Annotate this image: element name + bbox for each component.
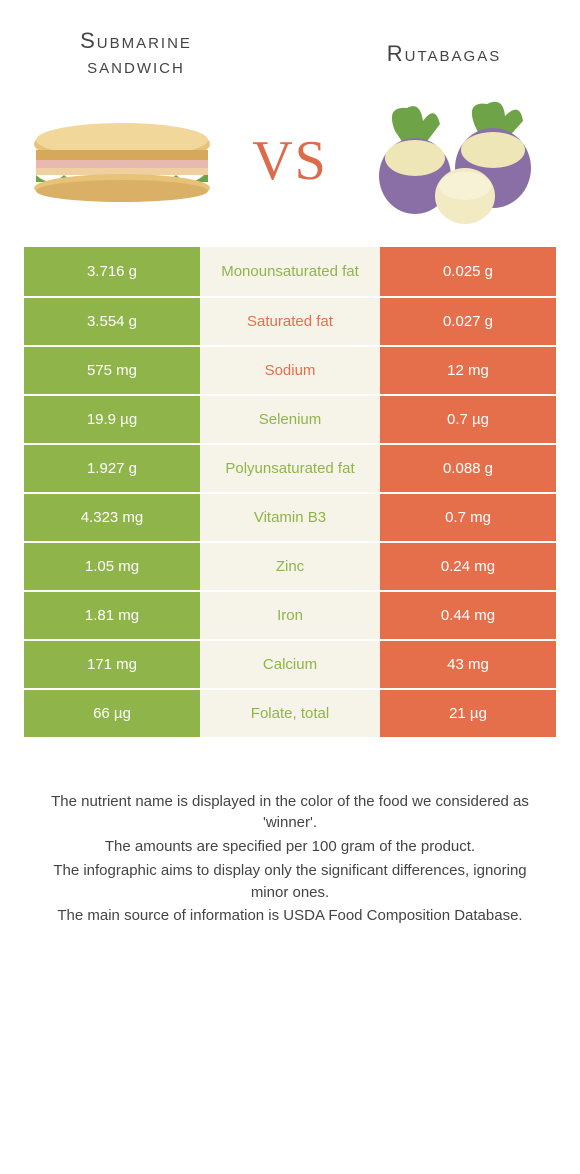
vs-label: VS (252, 129, 328, 193)
left-value: 3.554 g (24, 298, 200, 345)
table-row: 575 mgSodium12 mg (24, 345, 556, 394)
right-value: 21 µg (380, 690, 556, 737)
nutrient-label: Iron (200, 592, 380, 639)
table-row: 3.716 gMonounsaturated fat0.025 g (24, 247, 556, 296)
table-row: 19.9 µgSelenium0.7 µg (24, 394, 556, 443)
nutrient-label: Calcium (200, 641, 380, 688)
table-row: 66 µgFolate, total21 µg (24, 688, 556, 737)
right-value: 0.24 mg (380, 543, 556, 590)
left-value: 1.81 mg (24, 592, 200, 639)
comparison-infographic: Submarine sandwich Rutabagas VS (0, 0, 580, 927)
right-value: 0.7 µg (380, 396, 556, 443)
table-row: 3.554 gSaturated fat0.027 g (24, 296, 556, 345)
left-value: 4.323 mg (24, 494, 200, 541)
right-value: 0.088 g (380, 445, 556, 492)
header: Submarine sandwich Rutabagas (24, 28, 556, 87)
table-row: 4.323 mgVitamin B30.7 mg (24, 492, 556, 541)
left-value: 1.927 g (24, 445, 200, 492)
right-value: 12 mg (380, 347, 556, 394)
nutrient-label: Zinc (200, 543, 380, 590)
nutrient-label: Monounsaturated fat (200, 247, 380, 296)
nutrient-label: Vitamin B3 (200, 494, 380, 541)
image-row: VS (24, 87, 556, 247)
right-value: 0.7 mg (380, 494, 556, 541)
footnote-line: The nutrient name is displayed in the co… (34, 791, 546, 835)
left-value: 3.716 g (24, 247, 200, 296)
nutrient-label: Folate, total (200, 690, 380, 737)
footnote-line: The amounts are specified per 100 gram o… (34, 836, 546, 858)
footnote-line: The main source of information is USDA F… (34, 905, 546, 927)
right-value: 43 mg (380, 641, 556, 688)
left-value: 575 mg (24, 347, 200, 394)
left-value: 1.05 mg (24, 543, 200, 590)
nutrient-label: Sodium (200, 347, 380, 394)
nutrient-label: Saturated fat (200, 298, 380, 345)
comparison-table: 3.716 gMonounsaturated fat0.025 g3.554 g… (24, 247, 556, 737)
left-food-image (30, 101, 215, 221)
left-value: 19.9 µg (24, 396, 200, 443)
footnotes: The nutrient name is displayed in the co… (24, 791, 556, 928)
nutrient-label: Selenium (200, 396, 380, 443)
table-row: 1.05 mgZinc0.24 mg (24, 541, 556, 590)
right-food-title: Rutabagas (344, 41, 544, 66)
right-value: 0.027 g (380, 298, 556, 345)
footnote-line: The infographic aims to display only the… (34, 860, 546, 904)
left-value: 66 µg (24, 690, 200, 737)
table-row: 171 mgCalcium43 mg (24, 639, 556, 688)
table-row: 1.81 mgIron0.44 mg (24, 590, 556, 639)
nutrient-label: Polyunsaturated fat (200, 445, 380, 492)
right-food-image (365, 101, 550, 221)
table-row: 1.927 gPolyunsaturated fat0.088 g (24, 443, 556, 492)
right-value: 0.44 mg (380, 592, 556, 639)
left-food-title: Submarine sandwich (36, 28, 236, 79)
right-value: 0.025 g (380, 247, 556, 296)
left-value: 171 mg (24, 641, 200, 688)
